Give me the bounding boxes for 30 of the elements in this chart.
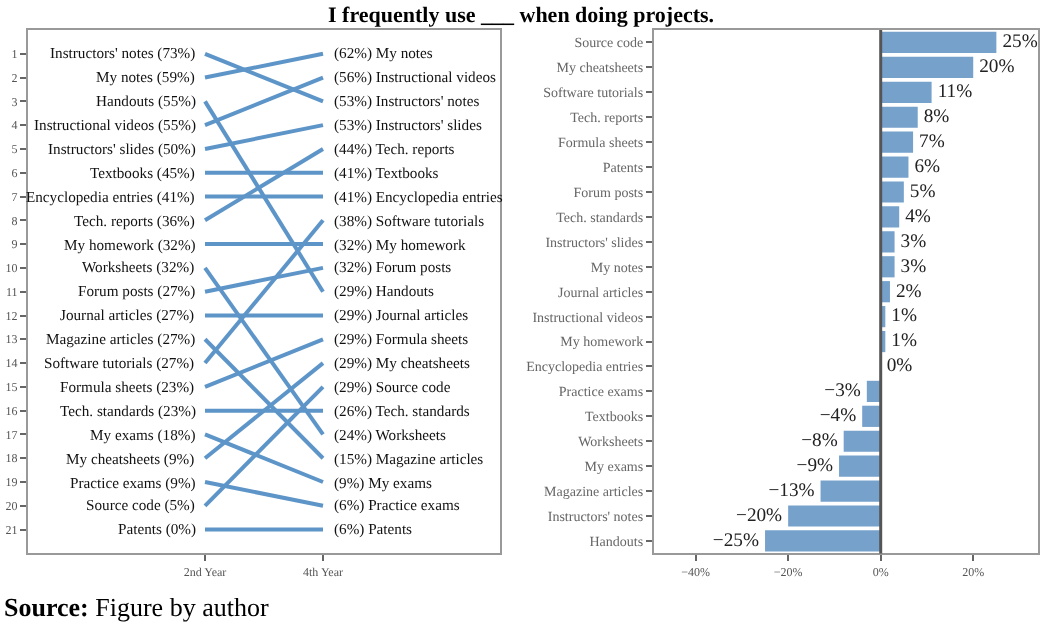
bar <box>880 106 918 128</box>
bar <box>880 256 895 278</box>
data-label: 2% <box>895 280 922 303</box>
data-label: 5% <box>909 180 936 203</box>
data-label: 4% <box>905 205 931 228</box>
data-label: −3% <box>824 380 861 403</box>
bar <box>880 31 997 54</box>
data-label: 6% <box>914 155 941 178</box>
data-label: −4% <box>819 405 857 428</box>
data-label: 20% <box>979 56 1015 79</box>
data-label: 1% <box>891 330 917 353</box>
data-label: 3% <box>900 255 927 278</box>
bar <box>839 455 881 477</box>
data-label: −20% <box>736 504 783 527</box>
data-label: −8% <box>801 430 838 453</box>
bar <box>880 56 974 78</box>
data-label: −9% <box>796 454 834 477</box>
data-label: 25% <box>1002 31 1038 54</box>
data-label: −13% <box>768 479 815 502</box>
source-note: Source: Figure by author <box>4 592 270 622</box>
chart-title: I frequently use ___ when doing projects. <box>328 4 715 28</box>
data-label: −25% <box>712 529 760 552</box>
bar <box>880 81 932 103</box>
data-label: 0% <box>886 355 913 378</box>
data-label: 7% <box>919 130 945 153</box>
data-label: 1% <box>891 305 917 328</box>
bar <box>843 430 881 452</box>
data-label: 11% <box>937 81 973 104</box>
data-label: 8% <box>923 106 950 129</box>
data-label: 3% <box>900 230 927 253</box>
